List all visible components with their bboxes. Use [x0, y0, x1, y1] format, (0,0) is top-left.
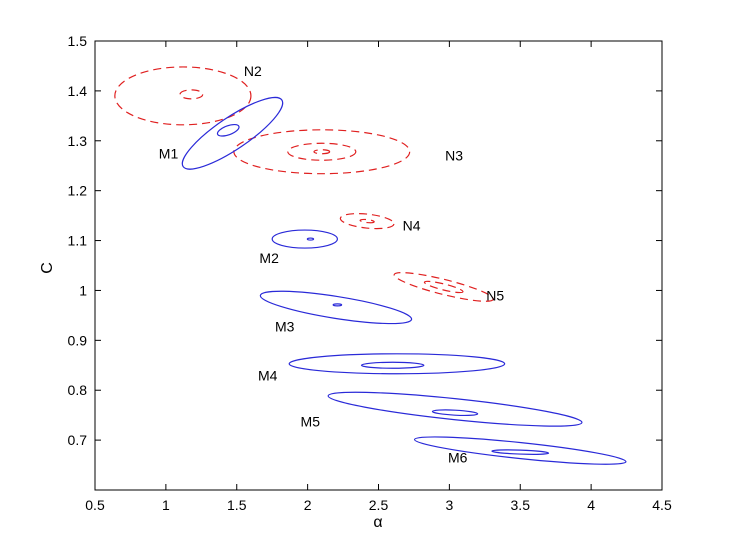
x-tick-label: 4.5 [652, 497, 672, 513]
contour-group-m2 [271, 229, 338, 249]
y-tick-label: 0.9 [68, 332, 88, 348]
contour-group-n2 [114, 66, 252, 126]
y-tick-label: 0.7 [68, 432, 88, 448]
series-label-m1: M1 [159, 145, 179, 161]
y-tick-label: 1.3 [68, 133, 88, 149]
series-label-n4: N4 [403, 218, 421, 234]
contour-m3-1 [332, 303, 343, 307]
contour-group-m3 [259, 290, 413, 325]
x-tick-label: 2.5 [369, 497, 389, 513]
contour-n2-1 [179, 89, 204, 100]
y-tick-label: 1 [79, 282, 87, 298]
x-tick-label: 1.5 [227, 497, 247, 513]
y-tick-label: 1.2 [68, 183, 88, 199]
contour-m4-1 [360, 361, 425, 369]
x-tick-label: 4 [587, 497, 595, 513]
y-tick-label: 0.8 [68, 382, 88, 398]
series-label-m4: M4 [258, 367, 278, 383]
series-label-m6: M6 [448, 450, 468, 466]
series-label-m5: M5 [301, 414, 321, 430]
x-tick-label: 3 [445, 497, 453, 513]
x-tick-label: 1 [162, 497, 170, 513]
x-tick-label: 0.5 [85, 497, 105, 513]
contour-m4-0 [288, 353, 506, 375]
contour-n5-1 [423, 280, 464, 294]
contour-n2-0 [114, 66, 252, 126]
series-label-n3: N3 [445, 148, 463, 164]
x-tick-label: 2 [304, 497, 312, 513]
contour-layer [114, 66, 627, 465]
series-label-n2: N2 [244, 63, 262, 79]
contour-m5-1 [431, 409, 479, 417]
y-axis-ticks: 0.7 0.8 0.9 1 1.1 1.2 1.3 1.4 1.5 [68, 33, 662, 448]
x-axis-ticks: 0.5 1 1.5 2 2.5 3 3.5 4 4.5 [85, 41, 672, 513]
series-label-m2: M2 [259, 250, 279, 266]
y-tick-label: 1.1 [68, 233, 88, 249]
contour-m3-0 [259, 290, 413, 325]
contour-n4-1 [359, 218, 375, 224]
contour-n3-2 [313, 149, 331, 155]
contour-m1-0 [181, 96, 284, 170]
y-tick-label: 1.4 [68, 83, 88, 99]
contour-group-m6 [413, 436, 627, 465]
x-axis-label: α [373, 514, 382, 531]
contour-group-m5 [327, 391, 583, 427]
series-label-n5: N5 [486, 287, 504, 303]
contour-m6-1 [491, 449, 550, 455]
contour-m2-1 [306, 237, 315, 241]
contour-m5-0 [327, 391, 583, 427]
contour-group-n5 [393, 272, 494, 302]
contour-m2-0 [271, 229, 338, 249]
y-tick-label: 1.5 [68, 33, 88, 49]
contour-group-m4 [288, 353, 506, 375]
contour-m1-1 [216, 123, 240, 137]
x-tick-label: 3.5 [511, 497, 531, 513]
contour-n5-0 [393, 272, 494, 302]
y-axis-label: C [39, 262, 56, 274]
model-label-layer: N2 N3 N4 N5 M1 M2 M3 M4 M5 M6 [159, 63, 505, 466]
series-label-m3: M3 [275, 318, 295, 334]
contour-n3-1 [287, 142, 357, 161]
contour-m6-0 [413, 436, 627, 465]
contour-group-m1 [181, 96, 284, 170]
